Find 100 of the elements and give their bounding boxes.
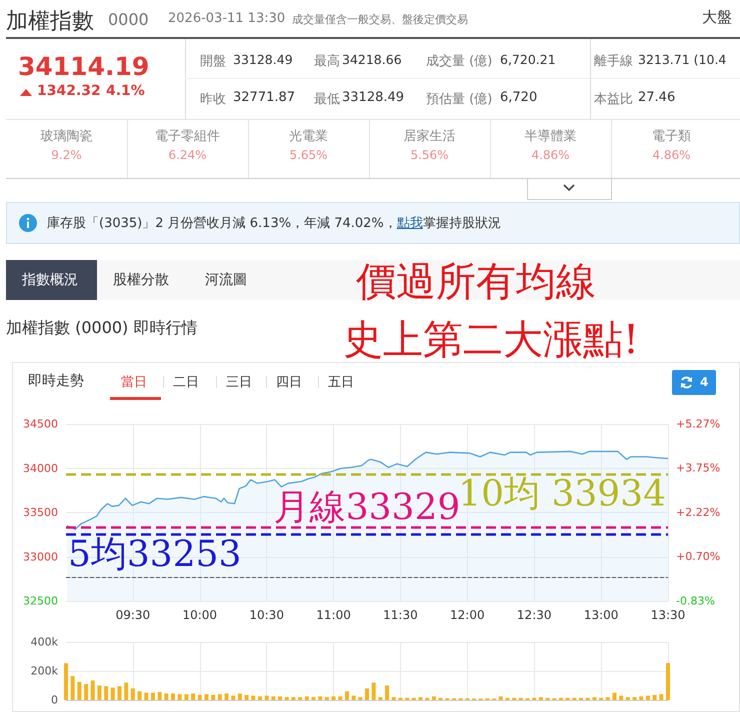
text: 3213.71 (10.4: [638, 52, 726, 67]
bar: [244, 694, 249, 700]
x-tick-label: 13:00: [584, 608, 618, 622]
bar: [171, 693, 176, 700]
y-tick-label: 0: [51, 694, 58, 706]
bar: [110, 688, 115, 700]
text: 三日: [226, 374, 252, 391]
y-tick-label: 32500: [23, 594, 58, 608]
bar: [138, 691, 142, 700]
y-tick-label: 33500: [23, 506, 58, 519]
bar: [264, 696, 269, 700]
y2-tick-label: +5.27%: [676, 418, 720, 430]
bar: [626, 697, 630, 700]
bar: [291, 697, 296, 700]
text: 2026-03-11 13:30: [168, 11, 286, 26]
bar: [258, 696, 262, 700]
text: 加權指數 (0000) 即時行情: [6, 318, 198, 339]
x-tick-label: 12:00: [450, 608, 485, 622]
x-tick-label: 09:30: [116, 608, 150, 622]
x-tick-label: 13:30: [650, 608, 686, 622]
bar: [164, 693, 168, 700]
bar: [97, 686, 102, 700]
x-tick-label: 10:00: [182, 608, 218, 622]
y-tick-label: 34500: [23, 418, 58, 430]
bar: [659, 694, 664, 700]
y-tick-label: 200k: [30, 664, 59, 678]
text: 掌握持股狀況: [422, 216, 501, 231]
bar: [344, 691, 349, 700]
bar: [378, 697, 382, 700]
y-tick-label: 34000: [23, 462, 58, 475]
text: 4: [700, 375, 708, 389]
ref-line-label: 10均 33934: [458, 474, 666, 515]
bar: [498, 696, 503, 700]
bar: [104, 686, 108, 700]
text: 河流圖: [205, 271, 247, 289]
bar: [218, 694, 222, 700]
text: 光電業: [288, 128, 329, 145]
text: 最高: [314, 53, 340, 70]
bar: [392, 697, 396, 700]
bar: [318, 696, 322, 700]
bar: [211, 694, 216, 700]
text: 成交量 (億): [426, 53, 492, 70]
bar: [324, 697, 329, 700]
bar: [332, 696, 336, 700]
bar: [191, 693, 196, 700]
x-tick-label: 11:00: [316, 608, 351, 622]
text: 昨收: [200, 91, 226, 108]
bar: [352, 696, 356, 700]
text: 股權分散: [113, 271, 169, 289]
text: 加權指數: [6, 8, 94, 36]
bar: [358, 697, 362, 700]
bar: [124, 682, 128, 700]
bar: [90, 680, 95, 700]
bar: [652, 694, 657, 700]
text: 二日: [173, 374, 199, 391]
bar: [385, 686, 390, 700]
bar: [338, 696, 342, 700]
text: 33128.49: [233, 52, 293, 67]
text: 居家生活: [402, 128, 456, 145]
x-tick-label: 11:30: [383, 608, 418, 622]
y-tick-label: 33000: [23, 550, 58, 564]
y-tick-label: 400k: [30, 636, 59, 648]
bar: [304, 696, 309, 700]
bar: [178, 694, 182, 700]
text: 即時走勢: [28, 372, 84, 390]
text: 4.86%: [530, 148, 571, 162]
x-tick-label: 10:30: [249, 608, 284, 622]
text: 32771.87: [233, 90, 296, 105]
text: 玻璃陶瓷: [40, 128, 94, 145]
bar: [84, 684, 88, 700]
text: 半導體業: [524, 128, 578, 145]
text: 最低: [314, 91, 340, 108]
bar: [278, 696, 282, 700]
bar: [632, 697, 637, 700]
text: 6,720: [500, 90, 538, 105]
text: 電子零組件: [154, 128, 221, 145]
text: 四日: [276, 374, 302, 391]
bar: [70, 676, 75, 700]
bar: [418, 697, 423, 700]
bar: [64, 663, 68, 700]
y2-tick-label: +2.22%: [676, 506, 720, 519]
bar: [592, 697, 596, 700]
ref-line-label: 月線33329: [274, 487, 460, 528]
bar: [224, 693, 229, 700]
bar: [251, 696, 256, 700]
text: 9.2%: [50, 148, 83, 162]
bar: [311, 697, 316, 700]
bar: [271, 696, 276, 700]
text: 五日: [328, 374, 354, 391]
text: 33128.49: [342, 90, 404, 105]
y2-tick-label: +3.75%: [676, 462, 720, 475]
bar: [298, 697, 302, 700]
text: 開盤: [200, 53, 226, 70]
bar: [144, 692, 148, 700]
bar: [646, 696, 650, 700]
bar: [639, 696, 644, 700]
bar: [606, 697, 610, 700]
text: 6.24%: [167, 148, 208, 162]
bar: [158, 692, 162, 700]
text: 0000: [108, 10, 149, 29]
